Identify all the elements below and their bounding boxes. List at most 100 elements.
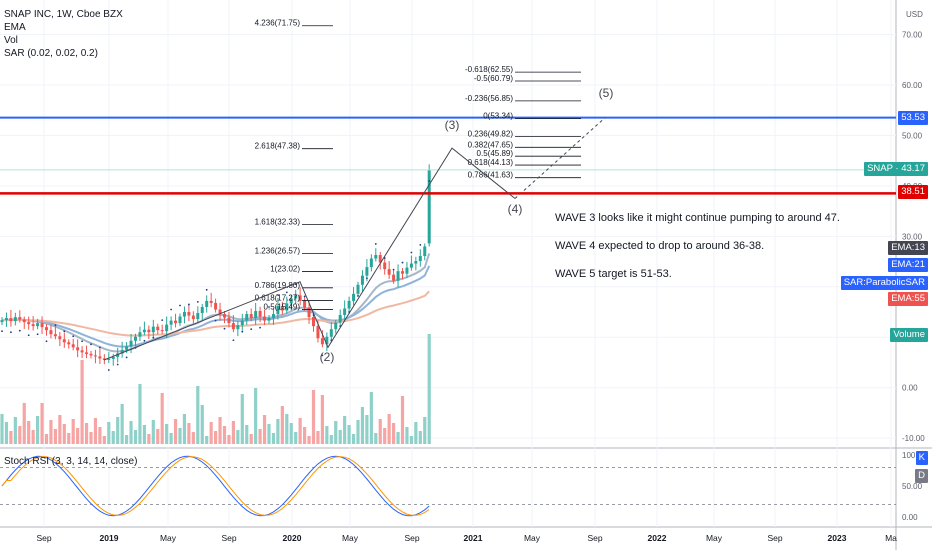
volume-bar bbox=[107, 422, 111, 444]
sar-dot bbox=[188, 303, 190, 306]
candle-body bbox=[236, 325, 240, 330]
candle-body bbox=[276, 305, 280, 315]
candle-body bbox=[271, 314, 275, 319]
sar-dot bbox=[428, 180, 431, 182]
candle-body bbox=[280, 305, 284, 311]
volume-bar bbox=[125, 435, 129, 444]
sar-dot bbox=[366, 277, 368, 280]
candle-body bbox=[160, 330, 164, 332]
candle-body bbox=[9, 318, 13, 322]
time-tick-label: May bbox=[524, 533, 541, 543]
volume-bar bbox=[392, 423, 396, 444]
sar-dot bbox=[357, 294, 359, 297]
time-tick-label: May bbox=[706, 533, 723, 543]
stoch-rsi-title[interactable]: Stoch RSI (3, 3, 14, 14, close) bbox=[4, 456, 138, 467]
candle-body bbox=[369, 258, 373, 268]
candle-body bbox=[58, 336, 62, 340]
volume-bar bbox=[76, 428, 80, 444]
volume-bar bbox=[151, 420, 155, 444]
candle-body bbox=[329, 329, 333, 337]
candle-body bbox=[383, 262, 387, 270]
sar-dot bbox=[259, 326, 261, 329]
volume-bar bbox=[409, 436, 413, 444]
candle-body bbox=[62, 339, 66, 343]
wave-path bbox=[103, 147, 516, 361]
ema13-tag: EMA:13 bbox=[888, 241, 928, 255]
sar-dot bbox=[107, 369, 110, 371]
sar-dot bbox=[241, 330, 244, 333]
ema-55-line bbox=[1, 290, 430, 337]
candle-body bbox=[165, 324, 169, 332]
sar-dot bbox=[277, 293, 279, 296]
volume-bar bbox=[383, 428, 387, 444]
candle-body bbox=[298, 295, 302, 301]
volume-bar bbox=[231, 421, 235, 444]
candle-body bbox=[182, 312, 186, 317]
legend-vol[interactable]: Vol bbox=[4, 35, 18, 46]
sar-dot bbox=[179, 304, 181, 307]
candle-body bbox=[18, 317, 22, 320]
wave-projection bbox=[514, 117, 606, 199]
volume-bar bbox=[142, 425, 146, 444]
snap-price: 43.17 bbox=[901, 163, 925, 174]
candle-body bbox=[418, 256, 422, 262]
candle-body bbox=[36, 323, 40, 327]
candle-body bbox=[4, 318, 8, 321]
legend-sar[interactable]: SAR (0.02, 0.02, 0.2) bbox=[4, 48, 98, 59]
legend-symbol[interactable]: SNAP INC, 1W, Cboe BZX bbox=[4, 9, 123, 20]
wave-label: (5) bbox=[599, 86, 614, 100]
time-tick-label: 2022 bbox=[648, 533, 667, 543]
snap-label: SNAP bbox=[867, 163, 893, 174]
volume-bar bbox=[89, 432, 93, 444]
sar-dot bbox=[81, 340, 83, 343]
volume-bar bbox=[294, 432, 298, 444]
candle-body bbox=[53, 334, 57, 337]
stoch-rsi-pane bbox=[0, 455, 896, 517]
candle-body bbox=[405, 267, 409, 274]
sar-dot bbox=[90, 343, 92, 346]
candle-body bbox=[93, 355, 97, 357]
volume-bar bbox=[165, 424, 169, 444]
volume-bar bbox=[58, 415, 62, 444]
volume-bar bbox=[289, 423, 293, 444]
candle-body bbox=[231, 323, 235, 330]
sar-dot bbox=[401, 261, 404, 264]
sar-dot bbox=[170, 308, 173, 311]
fib-label: 1.618(32.33) bbox=[255, 218, 301, 227]
time-tick-label: 2019 bbox=[100, 533, 119, 543]
sar-dot bbox=[232, 339, 235, 342]
price-tick-label: -10.00 bbox=[902, 434, 925, 443]
volume-bar bbox=[98, 427, 102, 444]
candle-body bbox=[102, 358, 106, 360]
volume-tag: Volume bbox=[890, 328, 928, 342]
volume-bar bbox=[351, 434, 356, 444]
candle-body bbox=[134, 336, 137, 341]
stoch-d-line bbox=[1, 456, 430, 516]
candle-body bbox=[209, 300, 213, 303]
sar-dot bbox=[36, 333, 39, 336]
legend-ema[interactable]: EMA bbox=[4, 22, 26, 33]
volume-bar bbox=[129, 421, 133, 444]
volume-bar bbox=[262, 415, 267, 444]
sar-dot bbox=[223, 327, 226, 330]
candle-body bbox=[49, 330, 53, 335]
candle-body bbox=[223, 314, 226, 318]
volume-bar bbox=[13, 417, 17, 444]
support-price-tag: 38.51 bbox=[898, 185, 928, 199]
candle-body bbox=[85, 352, 89, 354]
wave-label: (3) bbox=[445, 118, 460, 132]
stoch-tick-label: 0.00 bbox=[902, 513, 918, 522]
sar-dot bbox=[72, 335, 75, 338]
candle-body bbox=[200, 306, 204, 314]
sar-tag: SAR:ParabolicSAR bbox=[840, 276, 928, 290]
candle-body bbox=[320, 338, 324, 345]
volume-bar bbox=[325, 426, 329, 444]
time-tick-label: 2020 bbox=[283, 533, 302, 543]
volume-bar bbox=[156, 429, 160, 444]
time-tick-label: Sep bbox=[36, 533, 51, 543]
fib-levels: 4.236(71.75) 2.618(47.38) 1.618(32.33) 1.23… bbox=[255, 19, 581, 312]
candle-body bbox=[374, 255, 378, 259]
sar-dot bbox=[1, 330, 3, 333]
price-tick-label: 0.00 bbox=[902, 384, 918, 393]
